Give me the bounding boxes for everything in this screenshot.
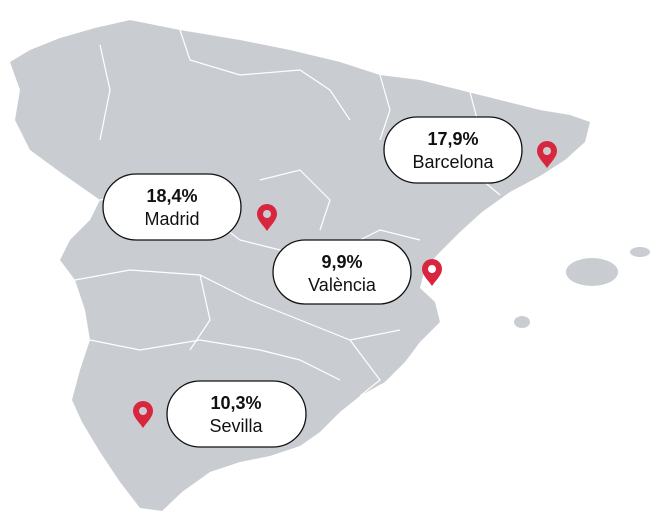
callout-madrid: 18,4% Madrid: [102, 173, 242, 241]
share-value: 18,4%: [146, 186, 197, 206]
share-value: 10,3%: [210, 393, 261, 413]
label-pill: [383, 116, 523, 184]
pin: [537, 141, 557, 168]
share-value: 9,9%: [321, 252, 362, 272]
label-pill: [272, 239, 412, 305]
ibiza: [514, 316, 530, 328]
pin: [422, 259, 442, 286]
mallorca: [566, 258, 618, 286]
callout-sevilla: 10,3% Sevilla: [166, 380, 307, 448]
callout-barcelona: 17,9% Barcelona: [383, 116, 523, 184]
region-border: [99, 29, 501, 261]
city-name: Sevilla: [209, 416, 263, 436]
city-name: València: [308, 275, 377, 295]
pins: [133, 141, 557, 428]
region-border: [74, 169, 401, 397]
callout-valencia: 9,9% València: [272, 239, 412, 305]
city-name: Barcelona: [412, 152, 494, 172]
share-value: 17,9%: [427, 129, 478, 149]
city-name: Madrid: [144, 209, 199, 229]
menorca: [630, 247, 650, 257]
label-pill: [102, 173, 242, 241]
label-pill: [166, 380, 307, 448]
pin: [257, 204, 277, 231]
pin: [133, 401, 153, 428]
